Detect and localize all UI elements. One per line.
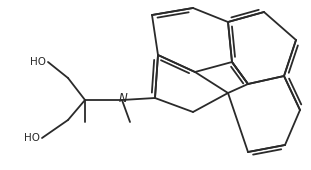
Text: HO: HO (24, 133, 40, 143)
Text: HO: HO (30, 57, 46, 67)
Text: N: N (118, 92, 128, 106)
